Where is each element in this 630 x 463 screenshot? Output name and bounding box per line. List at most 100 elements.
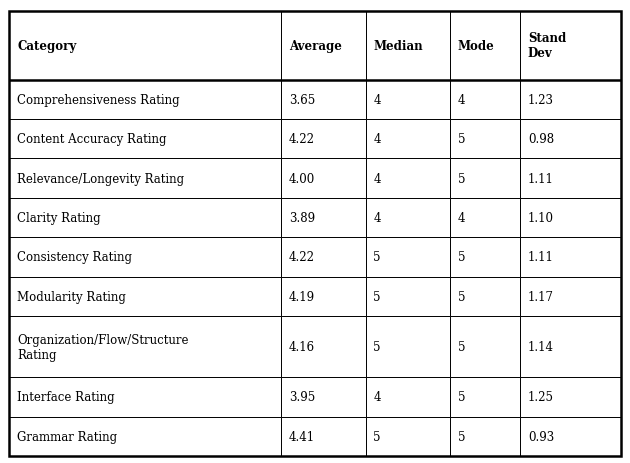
Bar: [520, 316, 621, 377]
Bar: [520, 238, 621, 277]
Bar: [282, 417, 366, 456]
Text: 4.22: 4.22: [289, 133, 315, 146]
Bar: [366, 199, 450, 238]
Bar: [366, 159, 450, 199]
Text: 4.19: 4.19: [289, 290, 315, 303]
Bar: [450, 316, 520, 377]
Text: Consistency Rating: Consistency Rating: [17, 251, 132, 264]
Text: 5: 5: [457, 340, 465, 353]
Bar: [9, 120, 282, 159]
Text: 4.22: 4.22: [289, 251, 315, 264]
Bar: [450, 277, 520, 316]
Text: 5: 5: [457, 251, 465, 264]
Text: 4: 4: [374, 391, 381, 404]
Text: Organization/Flow/Structure
Rating: Organization/Flow/Structure Rating: [17, 333, 188, 361]
Bar: [450, 417, 520, 456]
Text: Stand
Dev: Stand Dev: [528, 32, 566, 60]
Bar: [9, 159, 282, 199]
Bar: [366, 417, 450, 456]
Bar: [282, 316, 366, 377]
Text: 1.14: 1.14: [528, 340, 554, 353]
Text: 5: 5: [457, 430, 465, 443]
Bar: [9, 377, 282, 417]
Bar: [520, 277, 621, 316]
Text: Relevance/Longevity Rating: Relevance/Longevity Rating: [17, 172, 184, 185]
Text: 4: 4: [374, 94, 381, 106]
Text: 5: 5: [374, 340, 381, 353]
Bar: [282, 81, 366, 120]
Bar: [9, 199, 282, 238]
Bar: [9, 238, 282, 277]
Bar: [366, 238, 450, 277]
Text: 1.11: 1.11: [528, 251, 554, 264]
Text: 3.65: 3.65: [289, 94, 315, 106]
Text: 4: 4: [374, 172, 381, 185]
Bar: [282, 12, 366, 81]
Bar: [520, 12, 621, 81]
Bar: [520, 417, 621, 456]
Text: Median: Median: [374, 39, 423, 52]
Text: 4: 4: [374, 212, 381, 225]
Text: 5: 5: [457, 133, 465, 146]
Bar: [450, 238, 520, 277]
Text: 3.95: 3.95: [289, 391, 315, 404]
Bar: [282, 377, 366, 417]
Bar: [282, 199, 366, 238]
Text: 5: 5: [374, 290, 381, 303]
Bar: [520, 377, 621, 417]
Text: Interface Rating: Interface Rating: [17, 391, 115, 404]
Text: 5: 5: [457, 172, 465, 185]
Bar: [366, 277, 450, 316]
Text: 1.10: 1.10: [528, 212, 554, 225]
Bar: [9, 81, 282, 120]
Text: Comprehensiveness Rating: Comprehensiveness Rating: [17, 94, 180, 106]
Bar: [366, 316, 450, 377]
Bar: [450, 120, 520, 159]
Bar: [520, 159, 621, 199]
Text: 5: 5: [457, 290, 465, 303]
Bar: [366, 377, 450, 417]
Text: Category: Category: [17, 39, 76, 52]
Bar: [450, 12, 520, 81]
Bar: [520, 199, 621, 238]
Text: 4: 4: [457, 94, 465, 106]
Bar: [282, 159, 366, 199]
Text: 5: 5: [374, 430, 381, 443]
Bar: [450, 377, 520, 417]
Text: 4.41: 4.41: [289, 430, 315, 443]
Bar: [282, 238, 366, 277]
Text: 0.98: 0.98: [528, 133, 554, 146]
Bar: [520, 81, 621, 120]
Bar: [9, 417, 282, 456]
Bar: [450, 159, 520, 199]
Text: 5: 5: [457, 391, 465, 404]
Bar: [366, 12, 450, 81]
Bar: [450, 81, 520, 120]
Bar: [9, 12, 282, 81]
Text: 5: 5: [374, 251, 381, 264]
Bar: [450, 199, 520, 238]
Bar: [9, 277, 282, 316]
Text: Clarity Rating: Clarity Rating: [17, 212, 101, 225]
Text: Grammar Rating: Grammar Rating: [17, 430, 117, 443]
Bar: [9, 316, 282, 377]
Text: 1.17: 1.17: [528, 290, 554, 303]
Bar: [282, 277, 366, 316]
Text: 4: 4: [457, 212, 465, 225]
Text: Modularity Rating: Modularity Rating: [17, 290, 126, 303]
Text: Average: Average: [289, 39, 342, 52]
Text: 0.93: 0.93: [528, 430, 554, 443]
Text: 3.89: 3.89: [289, 212, 315, 225]
Text: 1.11: 1.11: [528, 172, 554, 185]
Text: Content Accuracy Rating: Content Accuracy Rating: [17, 133, 166, 146]
Text: 4.00: 4.00: [289, 172, 315, 185]
Bar: [282, 120, 366, 159]
Text: Mode: Mode: [457, 39, 495, 52]
Text: 4.16: 4.16: [289, 340, 315, 353]
Bar: [520, 120, 621, 159]
Text: 1.25: 1.25: [528, 391, 554, 404]
Bar: [366, 81, 450, 120]
Text: 1.23: 1.23: [528, 94, 554, 106]
Bar: [366, 120, 450, 159]
Text: 4: 4: [374, 133, 381, 146]
